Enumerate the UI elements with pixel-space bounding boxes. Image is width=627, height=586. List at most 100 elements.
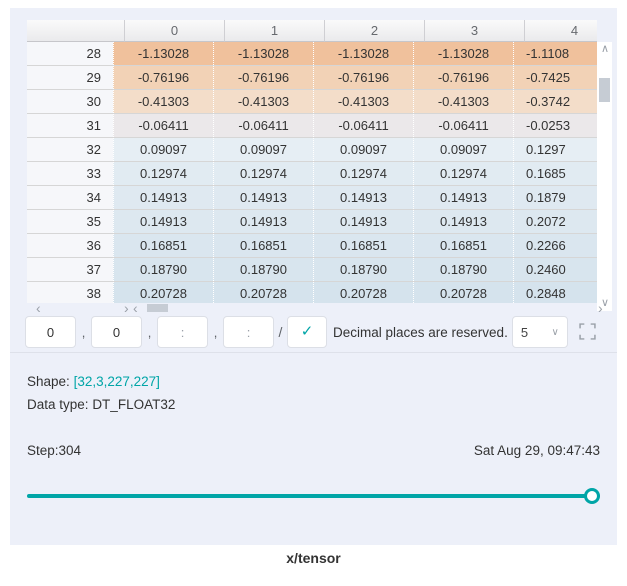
table-row: 34 0.14913 0.14913 0.14913 0.14913 0.1879 [27,186,597,210]
slider-handle[interactable] [584,488,600,504]
value-cell: 0.14913 [413,210,513,233]
value-cell: 0.14913 [313,186,413,209]
value-cell: 0.09097 [213,138,313,161]
vertical-scrollbar-thumb[interactable] [599,78,610,102]
column-header-4: 4 [525,20,597,42]
value-cell: 0.20728 [113,282,213,303]
value-cell: 0.12974 [413,162,513,185]
slash-separator: / [278,324,283,340]
dtype-value: DT_FLOAT32 [92,397,176,412]
chevron-down-icon: ∨ [551,326,559,338]
horizontal-scrollbar-thumb[interactable] [147,304,168,312]
dimension-input-1[interactable] [91,316,142,348]
dimension-input-3[interactable] [223,316,274,348]
value-cell: -1.13028 [113,42,213,65]
value-cell: -0.76196 [213,66,313,89]
scroll-up-icon[interactable]: ∧ [601,43,610,55]
value-cell: 0.18790 [313,258,413,281]
row-index-cell: 38 [27,282,113,303]
value-cell: 0.14913 [113,186,213,209]
fullscreen-button[interactable] [579,323,597,341]
table-row: 37 0.18790 0.18790 0.18790 0.18790 0.2460 [27,258,597,282]
scroll-right-icon[interactable]: › [598,300,603,316]
table-row: 29 -0.76196 -0.76196 -0.76196 -0.76196 -0.742… [27,66,597,90]
value-cell: 0.14913 [213,186,313,209]
scroll-left-icon[interactable]: ‹ [36,300,41,316]
column-header-0: 0 [125,20,225,42]
comma-separator: , [81,324,86,340]
value-cell: 0.12974 [313,162,413,185]
column-header-2: 2 [325,20,425,42]
value-cell: 0.1879 [513,186,597,209]
horizontal-scrollbar[interactable]: ‹ › ‹ › [20,300,612,316]
value-cell: 0.12974 [113,162,213,185]
row-index-cell: 32 [27,138,113,161]
scroll-down-icon[interactable]: ∨ [601,297,610,309]
value-cell: 0.16851 [213,234,313,257]
value-cell: -0.0253 [513,114,597,137]
value-cell: 0.16851 [313,234,413,257]
value-cell: 0.2460 [513,258,597,281]
value-cell: 0.20728 [413,282,513,303]
dimension-input-2[interactable] [157,316,208,348]
divider [10,352,617,353]
tensor-info: Shape: [32,3,227,227] Data type: DT_FLOA… [27,370,175,416]
step-label: Step:304 [27,443,82,458]
slider-track[interactable] [27,494,600,498]
value-cell: 0.09097 [413,138,513,161]
row-index-cell: 33 [27,162,113,185]
value-cell: -0.76196 [113,66,213,89]
value-cell: 0.20728 [313,282,413,303]
check-icon: ✓ [300,323,314,340]
page-title: x/tensor [286,550,341,566]
dtype-label: Data type: [27,397,89,412]
table-body: 28 -1.13028 -1.13028 -1.13028 -1.13028 -1.110… [27,42,597,303]
value-cell: 0.2848 [513,282,597,303]
step-slider[interactable] [27,487,600,505]
shape-value: [32,3,227,227] [73,374,160,389]
dimension-input-0[interactable] [25,316,76,348]
table-row: 31 -0.06411 -0.06411 -0.06411 -0.06411 -0.025… [27,114,597,138]
table-row: 32 0.09097 0.09097 0.09097 0.09097 0.1297 [27,138,597,162]
value-cell: 0.18790 [413,258,513,281]
value-cell: -0.3742 [513,90,597,113]
value-cell: -0.06411 [113,114,213,137]
value-cell: -0.41303 [413,90,513,113]
table-row: 35 0.14913 0.14913 0.14913 0.14913 0.2072 [27,210,597,234]
value-cell: -0.06411 [213,114,313,137]
scroll-left-icon[interactable]: ‹ [133,300,138,316]
value-cell: 0.14913 [413,186,513,209]
table-row: 28 -1.13028 -1.13028 -1.13028 -1.13028 -1.110… [27,42,597,66]
timestamp: Sat Aug 29, 09:47:43 [473,443,600,458]
value-cell: -0.41303 [313,90,413,113]
decimal-places-select[interactable]: 5 ∨ [511,316,568,348]
row-index-cell: 28 [27,42,113,65]
dimension-controls: ,,, / ✓ Decimal places are reserved. 5 ∨ [25,316,597,348]
table-row: 30 -0.41303 -0.41303 -0.41303 -0.41303 -0.374… [27,90,597,114]
value-cell: 0.16851 [413,234,513,257]
row-index-cell: 31 [27,114,113,137]
fullscreen-icon [579,323,597,340]
scroll-right-icon[interactable]: › [124,300,129,316]
value-cell: 0.12974 [213,162,313,185]
comma-separator: , [147,324,152,340]
value-cell: 0.2266 [513,234,597,257]
comma-separator: , [213,324,218,340]
value-cell: 0.1297 [513,138,597,161]
value-cell: -1.13028 [413,42,513,65]
value-cell: 0.2072 [513,210,597,233]
decimal-places-value: 5 [520,324,529,340]
row-index-cell: 37 [27,258,113,281]
value-cell: 0.09097 [113,138,213,161]
column-header-3: 3 [425,20,525,42]
row-index-cell: 34 [27,186,113,209]
value-cell: 0.16851 [113,234,213,257]
apply-dimension-button[interactable]: ✓ [287,316,327,348]
value-cell: 0.14913 [213,210,313,233]
table-row: 38 0.20728 0.20728 0.20728 0.20728 0.2848 [27,282,597,303]
value-cell: -1.1108 [513,42,597,65]
column-header-1: 1 [225,20,325,42]
vertical-scrollbar[interactable]: ∧ ∨ [597,42,612,311]
